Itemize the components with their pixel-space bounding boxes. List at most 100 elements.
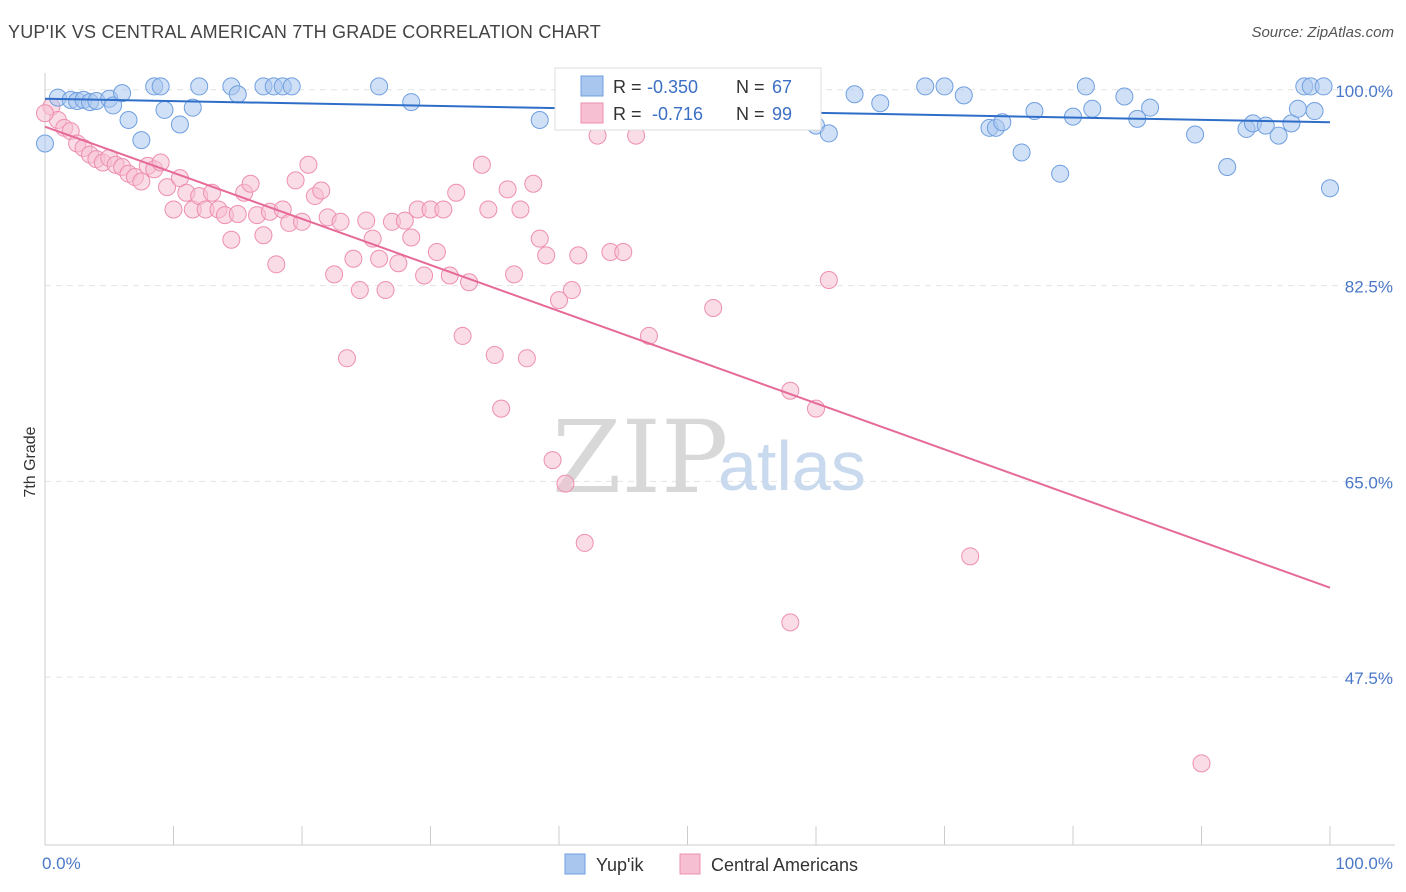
- central-americans-point: [415, 266, 434, 285]
- yupik-point: [845, 85, 864, 104]
- yupik-point: [132, 131, 151, 150]
- legend-r-value-1: -0.350: [647, 77, 698, 97]
- axes: [44, 73, 1395, 846]
- central-americans-point: [427, 243, 446, 262]
- yupik-point: [1115, 87, 1134, 106]
- y-axis-label: 7th Grade: [22, 426, 39, 497]
- central-americans-point: [575, 533, 594, 552]
- central-americans-point: [395, 211, 414, 230]
- yupik-point: [36, 134, 54, 153]
- central-americans-point: [819, 270, 838, 289]
- legend-n-label-2: N =: [736, 104, 765, 124]
- bottom-legend-swatch-yupik: [564, 853, 586, 875]
- central-americans-point: [472, 155, 491, 174]
- x-tick-label-end: 100.0%: [1335, 854, 1393, 873]
- legend-n-label-1: N =: [736, 77, 765, 97]
- central-americans-point: [389, 254, 408, 273]
- yupik-point: [993, 113, 1012, 132]
- central-americans-point: [376, 281, 395, 300]
- central-americans-point: [337, 349, 356, 368]
- central-americans-point: [543, 451, 562, 470]
- central-americans-point: [562, 281, 581, 300]
- yupik-point: [1218, 157, 1237, 176]
- y-tick-label: 82.5%: [1345, 278, 1393, 297]
- legend-r-label-2: R =: [613, 104, 642, 124]
- central-americans-point: [254, 226, 273, 245]
- central-americans-point: [267, 255, 286, 274]
- central-americans-point: [537, 246, 556, 265]
- x-tick-label-start: 0.0%: [42, 854, 81, 873]
- central-americans-point: [164, 200, 183, 219]
- watermark: ZIP atlas: [552, 399, 866, 516]
- y-tick-label: 100.0%: [1335, 82, 1393, 101]
- central-americans-point: [222, 230, 241, 249]
- source-label: Source: ZipAtlas.com: [1251, 24, 1394, 41]
- yupik-point: [1012, 143, 1031, 162]
- yupik-point: [1314, 77, 1333, 96]
- yupik-point: [1025, 102, 1044, 121]
- yupik-point: [402, 93, 421, 112]
- central-americans-point: [639, 326, 658, 345]
- central-americans-point: [505, 265, 524, 284]
- trend-line-central-americans: [44, 125, 1331, 589]
- yupik-point: [916, 77, 935, 96]
- legend-r-label-1: R =: [613, 77, 642, 97]
- central-americans-point: [492, 399, 511, 418]
- yupik-point: [530, 110, 549, 129]
- central-americans-point: [524, 174, 543, 193]
- bottom-legend: Yup'ik Central Americans: [564, 853, 858, 875]
- central-americans-point: [961, 547, 980, 566]
- central-americans-point: [517, 349, 536, 368]
- central-americans-point: [550, 291, 568, 310]
- central-americans-point: [370, 249, 389, 268]
- legend-box: R = -0.350 N = 67 R = -0.716 N = 99: [554, 67, 822, 131]
- central-americans-point: [344, 249, 363, 268]
- central-americans-point: [453, 326, 472, 345]
- yupik-point: [954, 86, 973, 105]
- central-americans-point: [228, 204, 247, 223]
- y-tick-label: 65.0%: [1345, 473, 1393, 492]
- yupik-point: [228, 85, 247, 104]
- yupik-point: [1141, 98, 1160, 117]
- central-americans-point: [241, 174, 260, 193]
- central-americans-point: [299, 155, 318, 174]
- chart-title: YUP'IK VS CENTRAL AMERICAN 7TH GRADE COR…: [8, 22, 602, 42]
- yupik-point: [1083, 99, 1102, 118]
- central-americans-point: [781, 613, 800, 632]
- central-americans-point: [569, 246, 588, 265]
- legend-swatch-yupik: [580, 75, 604, 97]
- yupik-point: [183, 98, 202, 117]
- central-americans-point: [286, 171, 305, 190]
- bottom-legend-swatch-central-americans: [679, 853, 701, 875]
- central-americans-point: [132, 172, 151, 191]
- yupik-point: [1305, 102, 1324, 121]
- yupik-point: [119, 110, 138, 129]
- central-americans-point: [434, 200, 453, 219]
- yupik-point: [190, 77, 209, 96]
- tick-labels: 100.0% 82.5% 65.0% 47.5% 0.0% 100.0%: [42, 82, 1393, 873]
- central-americans-point: [312, 181, 331, 200]
- yupik-point: [819, 124, 838, 143]
- central-americans-point: [1192, 754, 1211, 773]
- legend-swatch-central-americans: [580, 102, 604, 124]
- central-americans-point: [158, 178, 177, 197]
- central-americans-point: [485, 345, 504, 364]
- central-americans-point: [556, 474, 575, 493]
- yupik-point: [1321, 179, 1339, 198]
- watermark-zip: ZIP: [552, 399, 728, 516]
- watermark-atlas: atlas: [718, 427, 866, 505]
- yupik-point: [1288, 99, 1307, 118]
- central-americans-point: [447, 183, 466, 202]
- yupik-point: [1186, 125, 1205, 144]
- yupik-point: [104, 96, 123, 115]
- central-americans-point: [350, 281, 369, 300]
- bottom-legend-label-central-americans: Central Americans: [711, 855, 858, 875]
- yupik-point: [170, 115, 189, 134]
- series-central-americans-points: [36, 97, 1211, 773]
- yupik-point: [151, 77, 170, 96]
- y-tick-label: 47.5%: [1345, 669, 1393, 688]
- yupik-point: [1051, 164, 1070, 183]
- yupik-point: [282, 77, 301, 96]
- central-americans-point: [402, 228, 421, 247]
